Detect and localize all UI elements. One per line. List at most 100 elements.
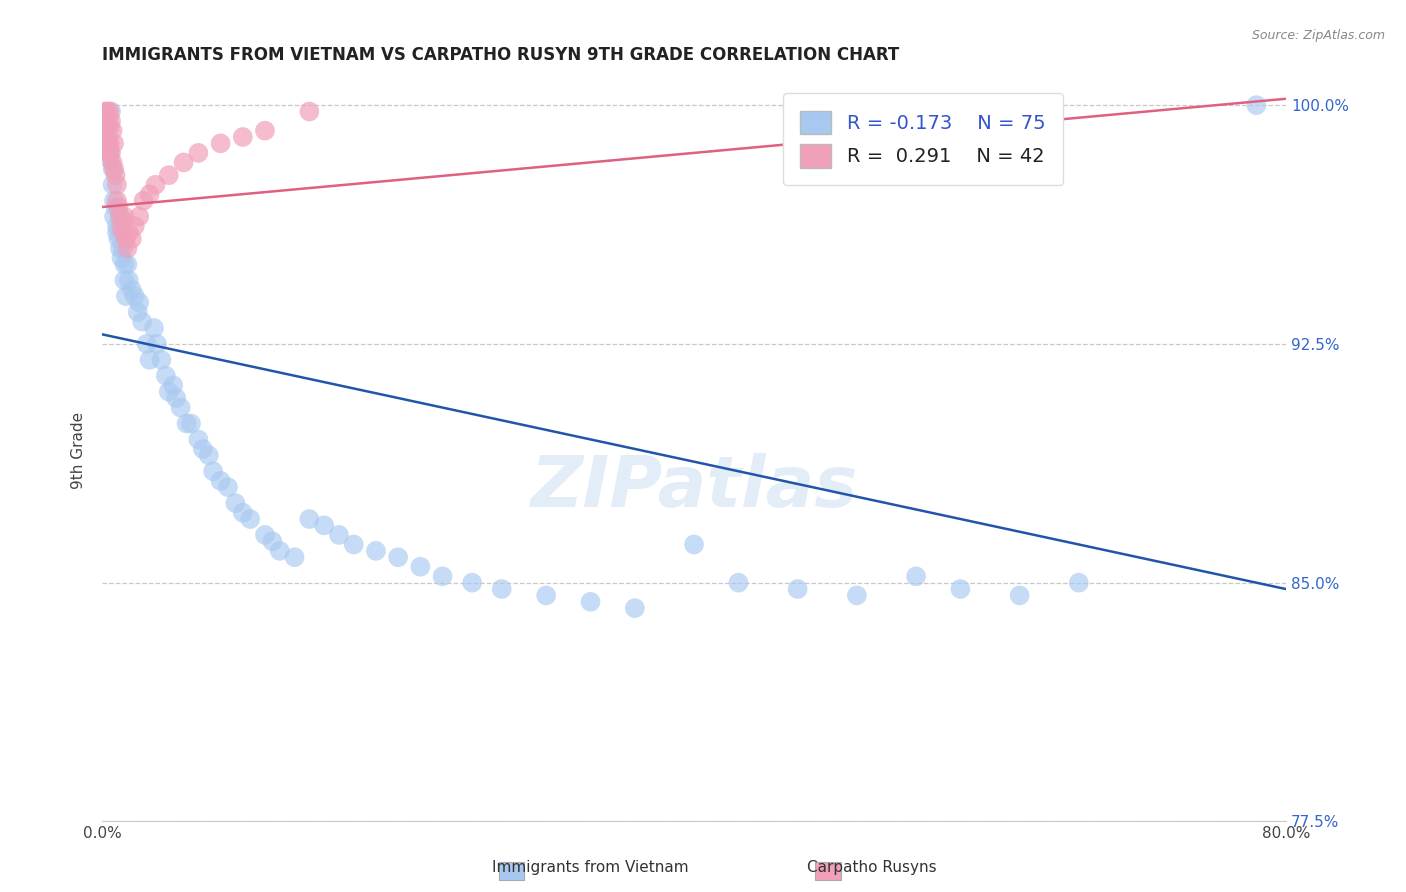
Point (97, 136, 120, 151)
Point (187, 145, 209, 160)
Point (905, 569, 928, 583)
Point (683, 537, 706, 551)
Point (101, 123, 124, 137)
Point (138, 352, 160, 367)
Point (98, 120, 121, 135)
Point (209, 136, 232, 151)
Point (217, 480, 239, 494)
Point (845, 589, 868, 603)
Point (103, 136, 125, 151)
Point (117, 257, 139, 271)
Point (108, 210, 131, 224)
Point (124, 289, 146, 303)
Point (432, 569, 454, 583)
Point (1008, 589, 1031, 603)
Point (143, 321, 166, 335)
Point (100, 104, 122, 119)
Point (97, 136, 120, 151)
Point (110, 219, 132, 233)
Point (202, 464, 225, 478)
Point (727, 575, 749, 590)
Point (232, 130, 254, 145)
Point (949, 582, 972, 596)
Text: Immigrants from Vietnam: Immigrants from Vietnam (492, 861, 689, 875)
Point (180, 417, 202, 431)
Point (162, 378, 184, 392)
Point (176, 417, 198, 431)
Point (197, 448, 219, 462)
Point (191, 442, 214, 456)
Point (104, 168, 127, 182)
Point (187, 433, 209, 447)
Point (115, 232, 138, 246)
Point (409, 559, 432, 574)
Text: Carpatho Rusyns: Carpatho Rusyns (807, 861, 936, 875)
Point (117, 241, 139, 255)
Point (343, 537, 366, 551)
Point (157, 384, 180, 399)
Point (107, 200, 129, 214)
Point (118, 226, 141, 240)
Point (108, 241, 131, 255)
Text: Source: ZipAtlas.com: Source: ZipAtlas.com (1251, 29, 1385, 42)
Point (101, 178, 124, 192)
Point (138, 187, 160, 202)
Point (96, 120, 118, 135)
Legend: R = -0.173    N = 75, R =  0.291    N = 42: R = -0.173 N = 75, R = 0.291 N = 42 (783, 93, 1063, 186)
Point (124, 219, 146, 233)
Point (135, 337, 157, 351)
Point (112, 273, 135, 287)
Point (298, 512, 321, 526)
Point (132, 194, 155, 208)
Point (97, 145, 120, 160)
Point (98, 153, 121, 167)
Point (461, 575, 484, 590)
Point (157, 168, 180, 182)
Point (284, 550, 307, 565)
Point (98, 145, 121, 160)
Point (103, 161, 125, 176)
Point (101, 155, 124, 169)
Point (534, 589, 557, 603)
Point (96, 130, 118, 145)
Point (108, 210, 131, 224)
Point (96, 120, 118, 135)
Point (224, 496, 246, 510)
Point (786, 582, 808, 596)
Point (121, 283, 143, 297)
Point (103, 210, 125, 224)
Point (118, 273, 141, 287)
Point (269, 544, 291, 558)
Point (150, 352, 173, 367)
Point (239, 512, 262, 526)
Point (112, 210, 135, 224)
Point (328, 528, 350, 542)
Point (104, 200, 127, 214)
Point (111, 226, 134, 240)
Point (491, 582, 513, 596)
Point (105, 219, 128, 233)
Point (94, 104, 117, 119)
Point (100, 145, 122, 160)
Point (253, 528, 276, 542)
Point (105, 194, 128, 208)
Point (314, 518, 336, 533)
Point (94, 130, 117, 145)
Text: ZIPatlas: ZIPatlas (530, 453, 858, 522)
Point (155, 368, 177, 383)
Point (624, 601, 647, 615)
Point (107, 232, 129, 246)
Point (145, 178, 167, 192)
Point (127, 305, 149, 319)
Point (298, 104, 321, 119)
Point (232, 506, 254, 520)
Point (115, 289, 138, 303)
Point (387, 550, 409, 565)
Point (146, 337, 169, 351)
Text: IMMIGRANTS FROM VIETNAM VS CARPATHO RUSYN 9TH GRADE CORRELATION CHART: IMMIGRANTS FROM VIETNAM VS CARPATHO RUSY… (103, 46, 900, 64)
Point (579, 595, 602, 609)
Point (105, 178, 128, 192)
Point (97, 111, 120, 125)
Point (262, 534, 284, 549)
Point (112, 257, 135, 271)
